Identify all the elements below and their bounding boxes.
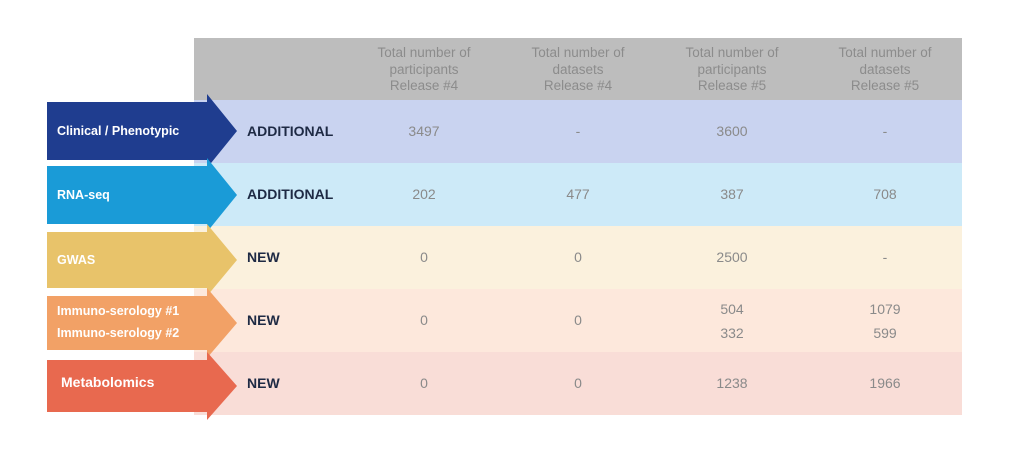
category-label: Immuno-serology #2 [57,326,180,340]
header-line: Total number of [531,45,625,60]
table-cell: - [810,226,960,289]
arrow-shape [47,288,237,358]
cell-value: 0 [574,375,582,391]
category-label: GWAS [57,253,96,267]
arrow-shape [47,352,237,420]
cell-value: 3497 [408,123,440,139]
cell-value: 2500 [716,249,748,265]
category-arrow: Immuno-serology #1 Immuno-serology #2 [47,288,237,358]
cell-value: 1238 [716,375,748,391]
cell-value: 477 [566,186,590,202]
category-label: Immuno-serology #1 [57,304,180,318]
category-arrow: Clinical / Phenotypic [47,94,237,168]
header-line: Release #4 [543,78,613,93]
table-row: NEW 0 0 2500 - [194,226,962,289]
cell-value: 0 [420,375,428,391]
arrow-shape [47,158,237,232]
table-cell: 477 [503,163,653,226]
table-cell: 2500 [657,226,807,289]
category-arrow: Metabolomics [47,352,237,420]
table-cell: 3497 [349,100,499,163]
table-cell: 1079 599 [810,289,960,352]
arrow-polygon [47,158,237,232]
table-row: ADDITIONAL 202 477 387 708 [194,163,962,226]
header-cell: Total number of datasets Release #5 [810,45,960,95]
row-status: NEW [247,312,280,328]
table-cell: 387 [657,163,807,226]
table-row: NEW 0 0 1238 1966 [194,352,962,415]
table-cell: 0 [503,352,653,415]
header-cell: Total number of datasets Release #4 [503,45,653,95]
table-header: Total number of participants Release #4 … [194,38,962,100]
cell-value: 332 [720,325,744,341]
header-line: Release #5 [850,78,920,93]
row-status: NEW [247,249,280,265]
arrow-polygon [47,352,237,420]
table-row: NEW 0 0 504 332 1079 599 [194,289,962,352]
cell-value: 504 [720,301,744,317]
table-cell: 0 [503,289,653,352]
row-status: NEW [247,375,280,391]
category-label: RNA-seq [57,188,110,202]
header-cell: Total number of participants Release #5 [657,45,807,95]
header-line: Release #4 [389,78,459,93]
row-status: ADDITIONAL [247,123,334,139]
header-line: Total number of [685,45,779,60]
cell-value: 708 [873,186,897,202]
category-arrow: GWAS [47,224,237,296]
category-label: Metabolomics [61,374,155,390]
arrow-polygon [47,288,237,358]
cell-value: 1079 [869,301,901,317]
table-cell: 3600 [657,100,807,163]
arrow-shape [47,94,237,168]
header-line: Total number of [377,45,471,60]
header-line: Release #5 [697,78,767,93]
table-cell: 504 332 [657,289,807,352]
cell-value: 599 [873,325,897,341]
cell-value: - [882,249,888,265]
arrow-polygon [47,224,237,296]
arrow-shape [47,224,237,296]
table-row: ADDITIONAL 3497 - 3600 - [194,100,962,163]
header-line: Total number of [838,45,932,60]
table-cell: 0 [503,226,653,289]
cell-value: 3600 [716,123,748,139]
table-cell: 1966 [810,352,960,415]
header-line: datasets [552,61,604,77]
arrow-polygon [47,94,237,168]
cell-value: 0 [420,249,428,265]
table-cell: 1238 [657,352,807,415]
cell-value: - [575,123,581,139]
cell-value: 387 [720,186,744,202]
cell-value: - [882,123,888,139]
cell-value: 0 [574,249,582,265]
cell-value: 0 [574,312,582,328]
cell-value: 1966 [869,375,901,391]
header-line: participants [389,61,459,77]
row-status: ADDITIONAL [247,186,334,202]
table-cell: 0 [349,352,499,415]
table-cell: 202 [349,163,499,226]
table-cell: 0 [349,226,499,289]
cell-value: 202 [412,186,436,202]
category-label: Clinical / Phenotypic [57,124,180,138]
header-line: participants [697,61,767,77]
table-cell: 0 [349,289,499,352]
header-line: datasets [859,61,911,77]
header-cell: Total number of participants Release #4 [349,45,499,95]
table-cell: 708 [810,163,960,226]
table-cell: - [810,100,960,163]
category-arrow: RNA-seq [47,158,237,232]
cell-value: 0 [420,312,428,328]
table-cell: - [503,100,653,163]
